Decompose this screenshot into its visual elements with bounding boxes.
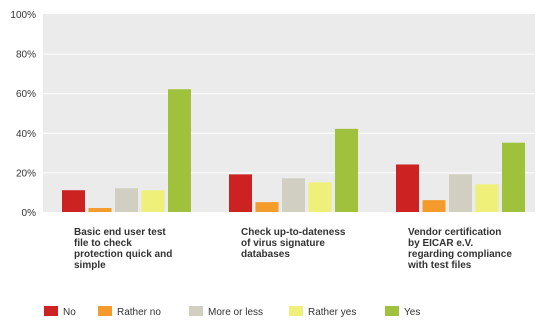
legend-swatch: [189, 306, 203, 316]
bars: [62, 89, 525, 212]
bar-rather-no: [255, 202, 279, 212]
bar-no: [229, 174, 252, 212]
legend: No Rather no More or less Rather yes Yes: [44, 306, 420, 318]
x-category-label: Vendor certification by EICAR e.V. regardi…: [407, 227, 512, 271]
legend-swatch: [98, 306, 112, 316]
bar-yes: [502, 142, 525, 212]
bar-rather-yes: [308, 182, 332, 212]
x-category-label: Basic end user test file to check protecti…: [74, 227, 172, 271]
bar-more-or-less: [282, 178, 305, 212]
legend-label: Rather no: [117, 307, 161, 318]
legend-swatch: [44, 306, 58, 316]
legend-label: No: [63, 307, 76, 318]
y-tick-label: 100%: [10, 10, 36, 21]
legend-swatch: [289, 306, 303, 316]
y-tick-label: 60%: [16, 89, 36, 100]
x-category-label: Check up-to-dateness of virus signature da…: [241, 227, 346, 260]
y-axis-ticks: 0% 20% 40% 60% 80% 100%: [10, 10, 36, 219]
legend-label: Rather yes: [308, 307, 356, 318]
gridlines: [43, 53, 535, 174]
bar-rather-no: [422, 200, 446, 212]
y-tick-label: 0%: [22, 208, 37, 219]
bar-yes: [168, 89, 191, 212]
bar-rather-yes: [475, 184, 499, 212]
bar-no: [62, 190, 85, 212]
bar-yes: [335, 128, 358, 212]
bar-no: [396, 164, 419, 212]
y-tick-label: 20%: [16, 168, 36, 179]
bar-more-or-less: [449, 174, 472, 212]
bar-more-or-less: [115, 188, 138, 212]
legend-label: Yes: [404, 307, 420, 318]
legend-swatch: [385, 306, 399, 316]
bar-rather-no: [88, 208, 112, 212]
category-labels: Basic end user test file to check protecti…: [74, 227, 512, 271]
y-tick-label: 80%: [16, 50, 36, 61]
bar-rather-yes: [141, 190, 165, 212]
legend-label: More or less: [208, 307, 263, 318]
y-tick-label: 40%: [16, 129, 36, 140]
